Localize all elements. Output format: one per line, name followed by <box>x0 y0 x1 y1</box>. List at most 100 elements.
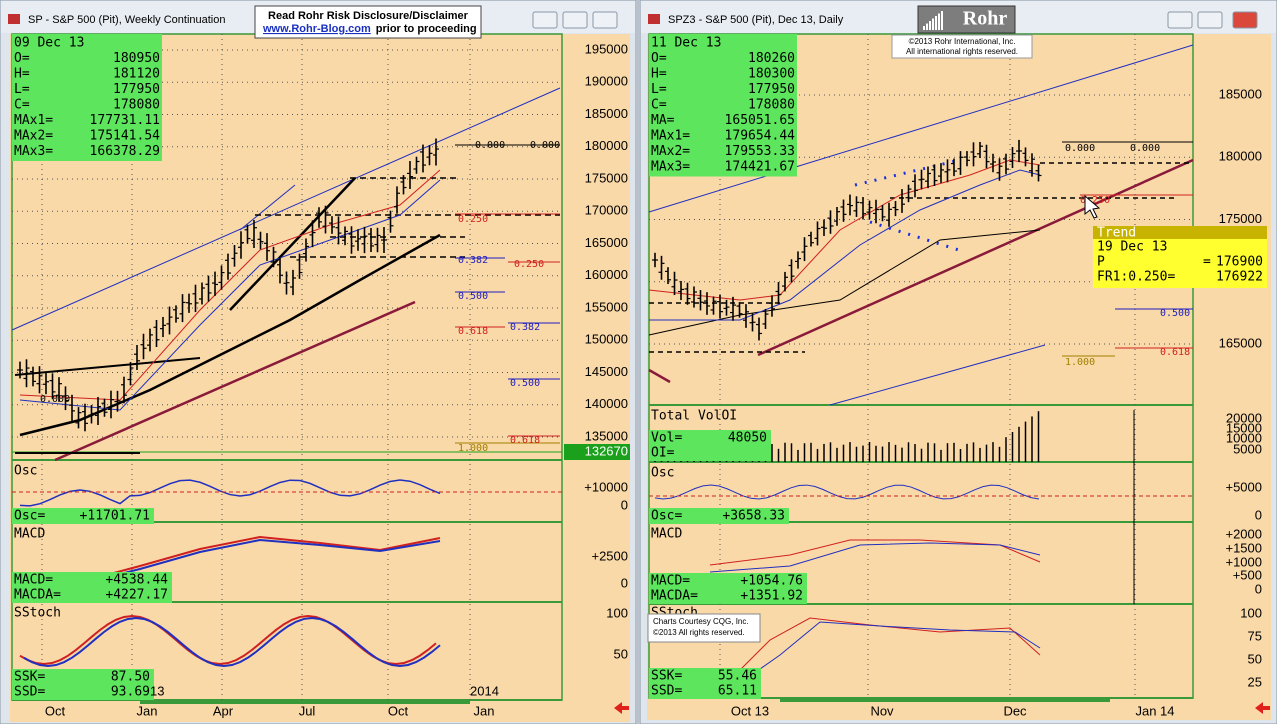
window-icon <box>8 14 20 24</box>
time-axis-label: Oct <box>45 703 66 718</box>
fib-label: 0.250 <box>514 259 544 270</box>
fib-label: 0.382 <box>458 255 488 266</box>
price-axis-label: 140000 <box>585 396 628 411</box>
time-axis-label: Oct 13 <box>731 703 769 718</box>
disclaimer-banner <box>254 5 482 39</box>
info-value: 179553.33 <box>725 144 795 159</box>
readout-label: Osc= <box>651 509 682 524</box>
fib-label: 0.000 <box>1065 143 1095 154</box>
readout-value: +4227.17 <box>105 588 168 603</box>
info-box <box>12 34 162 161</box>
logo-box <box>917 5 1016 34</box>
panel-axis-label: 0 <box>1255 507 1262 522</box>
price-axis-label: 175000 <box>585 170 628 185</box>
trend-channel <box>239 184 296 231</box>
info-value: 178080 <box>748 98 795 113</box>
window-title: SPZ3 - S&P 500 (Pit), Dec 13, Daily <box>668 14 844 26</box>
window-button <box>592 11 618 29</box>
time-axis-label: Jan <box>137 703 158 718</box>
price-axis-label: 160000 <box>585 267 628 282</box>
readout-box <box>649 668 761 699</box>
fib-label: 0.500 <box>1160 308 1190 319</box>
panel-axis-label: 100 <box>606 605 628 620</box>
info-label: H= <box>651 67 667 82</box>
fib-label: 0.618 <box>510 435 540 446</box>
readout-box <box>12 572 172 603</box>
time-axis-label: Apr <box>213 703 234 718</box>
trend-line <box>757 158 1194 357</box>
readout-value: 65.11 <box>718 684 757 699</box>
price-axis-label: 175000 <box>1219 211 1262 226</box>
panel-axis-label: 10000 <box>1226 430 1262 445</box>
panel-label: Osc <box>651 466 674 481</box>
disclaimer-link[interactable]: www.Rohr-Blog.com <box>262 23 371 35</box>
readout-value: +1054.76 <box>740 574 803 589</box>
info-value: 177950 <box>113 82 160 97</box>
panel-label: MACD <box>14 527 45 542</box>
info-value: 175141.54 <box>90 129 161 144</box>
logo-name: Rohr <box>963 8 1008 30</box>
info-label: MAx3= <box>14 144 53 159</box>
readout-label: MACDA= <box>14 588 61 603</box>
readout-label: SSK= <box>14 670 45 685</box>
info-label: O= <box>651 51 667 66</box>
moving-average <box>19 179 441 411</box>
panel-label: Osc <box>14 464 37 479</box>
trend-title: Trend <box>1097 226 1136 241</box>
info-value: 178080 <box>113 98 160 113</box>
info-value: 177950 <box>748 82 795 97</box>
price-axis-label: 155000 <box>585 299 628 314</box>
window-button <box>1167 11 1193 29</box>
panel-axis-label: +500 <box>1233 567 1262 582</box>
price-axis-label: 190000 <box>585 74 628 89</box>
readout-label: MACDA= <box>651 589 698 604</box>
readout-label: SSD= <box>14 685 45 700</box>
panel-axis-label: 0 <box>1255 581 1262 596</box>
fib-label: 1.000 <box>1065 357 1095 368</box>
macd-avg-line <box>709 542 1041 573</box>
moving-average <box>19 169 441 401</box>
price-axis-label: 185000 <box>585 106 628 121</box>
price-axis-label: 185000 <box>1219 86 1262 101</box>
panel-label: MACD <box>651 527 682 542</box>
time-scrollbar <box>140 701 470 704</box>
trend-line <box>229 177 356 311</box>
trend-channel <box>829 344 1046 406</box>
window-button <box>562 11 588 29</box>
info-label: C= <box>14 98 30 113</box>
window-icon <box>648 14 660 24</box>
readout-value: +4538.44 <box>105 573 168 588</box>
readout-label: SSD= <box>651 684 682 699</box>
fib-label: 0.250 <box>1080 195 1110 206</box>
readout-box <box>649 508 789 524</box>
panel-axis-label: +10000 <box>584 479 628 494</box>
readout-box <box>12 669 154 700</box>
info-value: 177731.11 <box>90 113 160 128</box>
fib-label: 0.500 <box>458 291 488 302</box>
macd-line <box>709 539 1041 566</box>
info-value: 165051.65 <box>725 113 795 128</box>
readout-value: 87.50 <box>111 670 150 685</box>
fib-label: 0.250 <box>458 214 488 225</box>
info-label: MA= <box>651 113 675 128</box>
logo-bar <box>935 16 937 30</box>
time-axis <box>647 699 1193 719</box>
courtesy-box <box>647 613 761 643</box>
time-axis <box>10 701 562 721</box>
logo-bar <box>941 11 943 30</box>
info-value: 181120 <box>113 67 160 82</box>
moving-average <box>648 229 1041 336</box>
mouse-cursor <box>1084 194 1101 219</box>
price-axis-label: 150000 <box>585 332 628 347</box>
panel-axis-label: 0 <box>621 497 628 512</box>
info-value: 180260 <box>748 51 795 66</box>
window-button <box>1197 11 1223 29</box>
trend-line <box>54 300 416 462</box>
fib-label: 1.000 <box>458 443 488 454</box>
fib-label: 0.000 <box>530 140 560 151</box>
info-label: L= <box>14 82 30 97</box>
info-date: 09 Dec 13 <box>14 36 84 51</box>
panel-axis-label: +2500 <box>591 548 628 563</box>
oscillator-line <box>19 479 441 507</box>
